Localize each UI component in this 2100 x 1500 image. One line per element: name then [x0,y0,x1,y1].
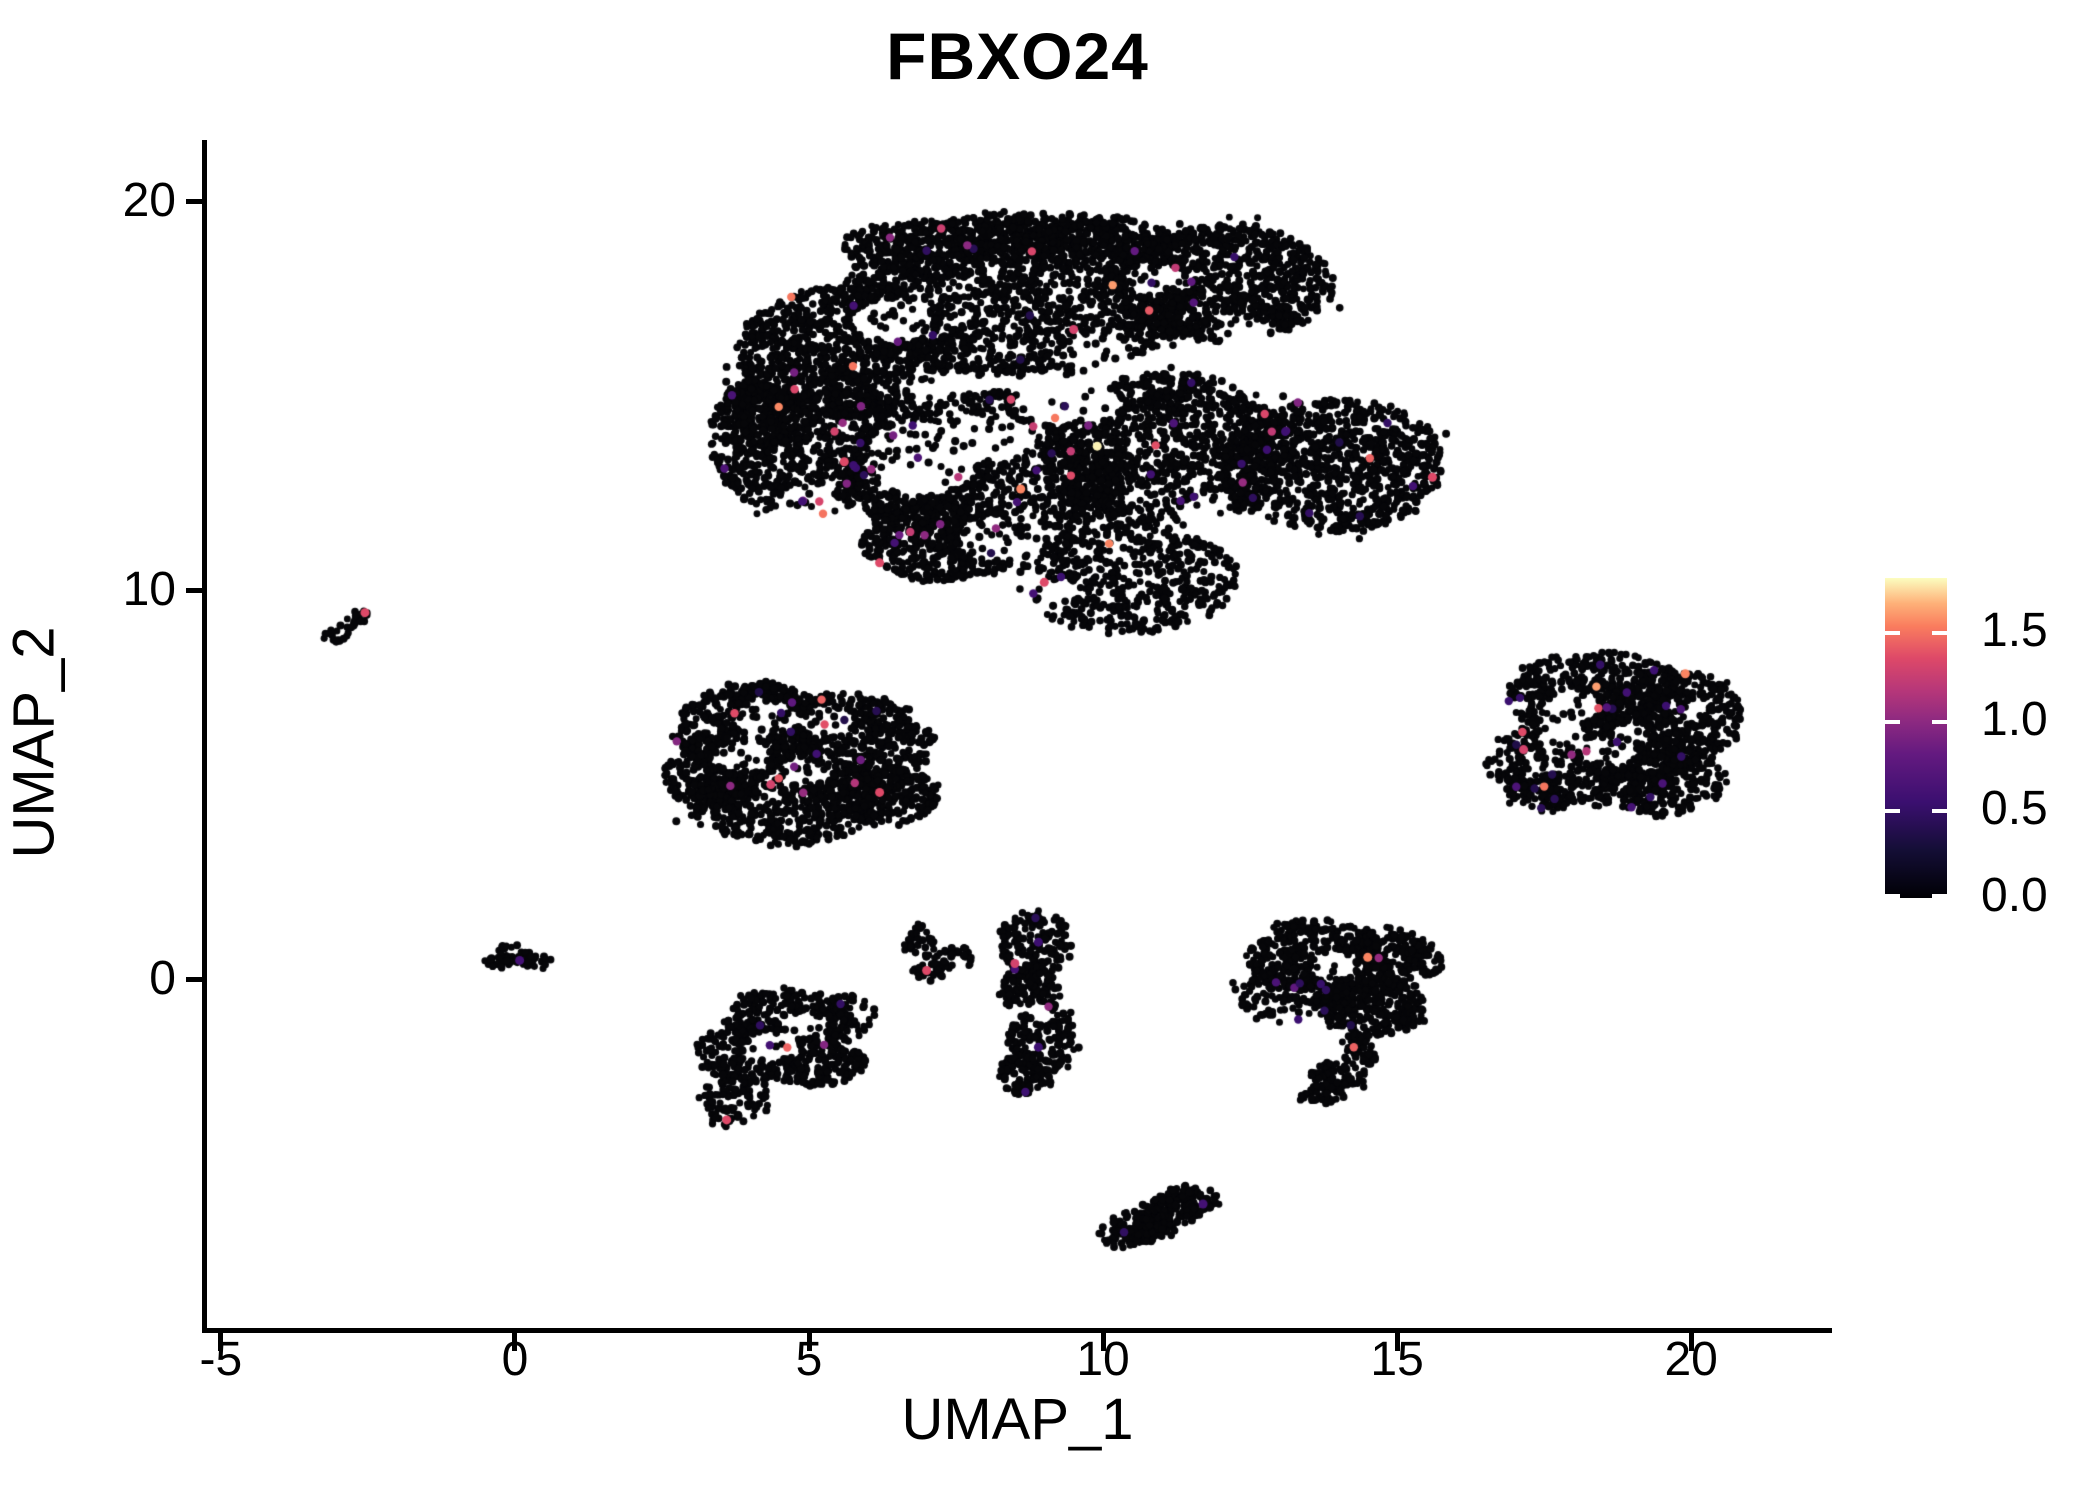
x-axis-tick [512,1333,518,1351]
y-axis-tick-label: 10 [122,563,176,617]
y-axis-line [202,140,207,1333]
colorbar-tick-mark [1932,631,1947,636]
x-axis-tick [1688,1333,1694,1351]
colorbar-tick-label: 0.0 [1981,869,2048,922]
x-axis-tick-label: 15 [1370,1333,1424,1386]
x-axis-tick [218,1333,224,1351]
colorbar-tick-mark [1885,894,1900,898]
x-axis-tick [1100,1333,1106,1351]
colorbar-tick-mark [1932,809,1947,814]
colorbar-tick-label: 1.0 [1981,693,2048,747]
colorbar-tick-mark [1885,809,1900,814]
colorbar-gradient [1885,578,1947,898]
y-axis-tick [186,198,204,204]
colorbar-tick-mark [1885,631,1900,636]
colorbar-legend: 0.0 0.5 1.0 1.5 [1885,578,2048,921]
y-axis-label: UMAP_2 [1,626,67,859]
x-axis-tick-label: 5 [795,1333,823,1386]
y-axis-tick-label: 0 [149,952,176,1006]
y-axis-tick-label: 20 [122,174,176,228]
colorbar-tick-mark [1932,720,1947,725]
x-axis-line [202,1328,1832,1333]
x-axis-tick-label: 10 [1076,1333,1130,1386]
x-axis-label: UMAP_1 [901,1387,1134,1452]
colorbar-tick-label: 1.5 [1981,604,2048,658]
x-axis-tick-label: -5 [199,1333,243,1386]
x-axis-tick-label: 0 [501,1333,529,1386]
y-axis-tick [186,976,204,982]
x-axis-tick [1394,1333,1400,1351]
colorbar-tick-mark [1885,720,1900,725]
x-axis-tick-label: 20 [1664,1333,1718,1386]
x-axis-tick [806,1333,812,1351]
colorbar-tick-label: 0.5 [1981,782,2048,836]
y-axis-tick [186,587,204,593]
colorbar-tick-mark [1932,894,1947,898]
